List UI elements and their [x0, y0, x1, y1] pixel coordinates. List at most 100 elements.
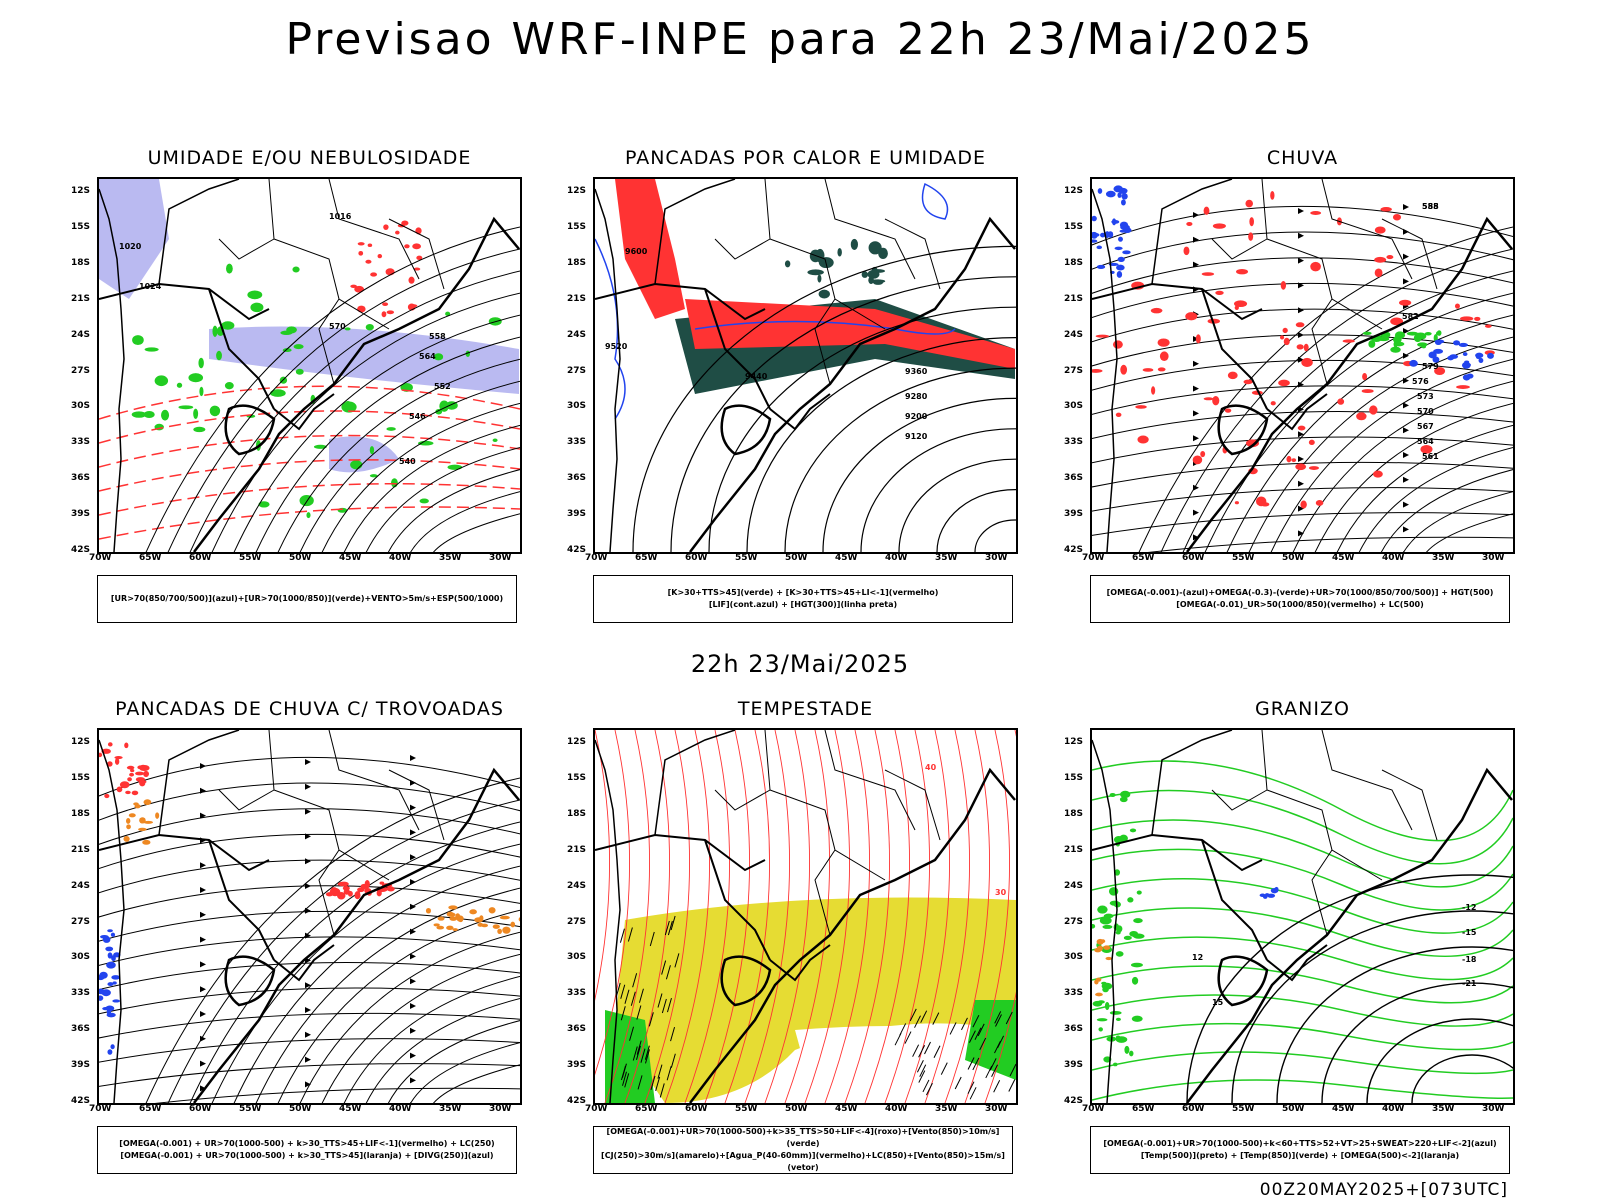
- lc250-arcs: [145, 777, 520, 1103]
- lat-tick-label: 27S: [1064, 916, 1084, 927]
- contour-label: 570: [329, 322, 346, 331]
- contour-label: 585: [1422, 202, 1439, 211]
- lon-tick-label: 65W: [1132, 553, 1155, 563]
- panel-title: UMIDADE E/OU NEBULOSIDADE: [147, 147, 472, 169]
- lon-tick-label: 50W: [289, 1104, 312, 1114]
- lat-tick-label: 39S: [1064, 1060, 1084, 1071]
- lat-tick-label: 12S: [567, 186, 587, 196]
- lon-tick-label: 35W: [439, 1104, 462, 1114]
- lat-tick-label: 27S: [567, 916, 587, 927]
- contour-labels: 40 30: [925, 763, 1007, 897]
- map-borders: [595, 179, 1016, 552]
- lat-tick-label: 18S: [1064, 808, 1084, 819]
- lat-tick-label: 24S: [71, 329, 91, 340]
- panel-title: GRANIZO: [1255, 698, 1350, 720]
- contour-labels: 9600 9520 9440 9360 9280 9200 9120: [605, 247, 928, 441]
- lat-tick-label: 15S: [1064, 221, 1084, 232]
- lat-tick-label: 30S: [71, 952, 91, 963]
- lon-tick-label: 35W: [935, 553, 958, 563]
- lon-tick-label: 35W: [439, 553, 462, 563]
- mid-forecast-time: 22h 23/Mai/2025: [690, 650, 910, 678]
- lon-tick-label: 55W: [239, 553, 262, 563]
- contour-labels: 1016 1020 1024 570 564 558 552 546 540: [119, 212, 451, 466]
- lat-tick-label: 21S: [1064, 293, 1084, 304]
- lat-tick-label: 30S: [567, 401, 587, 412]
- lat-tick-label: 12S: [567, 737, 587, 747]
- map-borders: [99, 179, 520, 552]
- lat-tick-label: 36S: [71, 473, 91, 484]
- legend-line-1: [K>30+TTS>45](verde) + [K>30+TTS>45+LI<-…: [667, 588, 939, 597]
- lon-tick-label: 70W: [585, 1104, 608, 1114]
- lon-tick-label: 55W: [1232, 1104, 1255, 1114]
- legend-box: [K>30+TTS>45](verde) + [K>30+TTS>45+LI<-…: [593, 575, 1013, 623]
- map-borders: [99, 730, 520, 1103]
- jet-gap: [795, 1026, 1016, 1103]
- contour-label: 540: [399, 457, 416, 466]
- lat-tick-label: 30S: [567, 952, 587, 963]
- contour-label: 564: [419, 352, 436, 361]
- lon-tick-label: 30W: [489, 1104, 512, 1114]
- legend-line-1: [OMEGA(-0.001)+UR>70(1000-500)+k<60+TTS>…: [1103, 1139, 1497, 1148]
- lat-tick-label: 39S: [1064, 509, 1084, 520]
- lon-tick-label: 45W: [1332, 1104, 1355, 1114]
- contour-label: 15: [1212, 998, 1224, 1007]
- lon-tick-label: 50W: [1282, 1104, 1305, 1114]
- contour-label: 1016: [329, 212, 352, 221]
- contour-label: 9200: [905, 412, 928, 421]
- legend-line-2: [CJ(250)>30m/s](amarelo)+[Agua_P(40-60mm…: [601, 1151, 1005, 1172]
- contour-label: 12: [1192, 953, 1203, 962]
- humidity-red-patches: [350, 220, 423, 318]
- lat-tick-label: 21S: [71, 844, 91, 855]
- contour-label: 567: [1417, 422, 1434, 431]
- lat-tick-label: 30S: [1064, 401, 1084, 412]
- lat-tick-label: 39S: [567, 1060, 587, 1071]
- lat-tick-label: 12S: [71, 186, 91, 196]
- contour-label: 1020: [119, 242, 142, 251]
- lon-tick-label: 60W: [1182, 553, 1205, 563]
- legend-line-2: [Temp(500)](preto) + [Temp(850)](verde) …: [1140, 1151, 1460, 1160]
- lon-tick-label: 65W: [139, 1104, 162, 1114]
- legend-line-1: [OMEGA(-0.001)+UR>70(1000-500)+k>35_TTS>…: [606, 1127, 1000, 1148]
- lat-tick-label: 36S: [71, 1024, 91, 1035]
- lon-tick-label: 60W: [685, 1104, 708, 1114]
- legend-box: [UR>70(850/700/500)](azul)+[UR>70(1000/8…: [97, 575, 517, 623]
- lon-tick-label: 45W: [1332, 553, 1355, 563]
- lon-tick-label: 30W: [1482, 553, 1505, 563]
- map-borders: [595, 730, 1016, 1103]
- lat-tick-label: 21S: [71, 293, 91, 304]
- lon-tick-label: 45W: [339, 553, 362, 563]
- lon-tick-label: 60W: [189, 1104, 212, 1114]
- wind-vectors: [615, 915, 1016, 1100]
- lat-tick-label: 30S: [1064, 952, 1084, 963]
- contour-label: -12: [1462, 903, 1476, 912]
- lon-tick-label: 65W: [139, 553, 162, 563]
- lon-tick-label: 50W: [1282, 553, 1305, 563]
- lat-tick-label: 42S: [567, 545, 587, 555]
- forecast-map: 1016 1020 1024 570 564 558 552 546 540: [99, 179, 520, 552]
- lon-tick-label: 40W: [1382, 1104, 1405, 1114]
- thunder-orange-north: [123, 799, 160, 845]
- contour-label: 576: [1412, 377, 1429, 386]
- forecast-map: -12 -15 -18 -21 12 15: [1092, 730, 1513, 1103]
- lon-tick-label: 50W: [785, 1104, 808, 1114]
- omega-green-patches: [1362, 330, 1442, 353]
- omega-blue-band: [1409, 339, 1494, 381]
- lon-tick-label: 40W: [389, 553, 412, 563]
- contour-label: 558: [429, 332, 446, 341]
- lat-tick-label: 15S: [71, 221, 91, 232]
- contour-label: 9440: [745, 372, 768, 381]
- panel-title: CHUVA: [1266, 147, 1339, 169]
- lon-tick-label: 50W: [785, 553, 808, 563]
- lat-tick-label: 36S: [1064, 473, 1084, 484]
- lat-tick-label: 33S: [567, 988, 587, 999]
- lat-tick-label: 42S: [1064, 545, 1084, 555]
- contour-label: 579: [1422, 362, 1439, 371]
- panel-title: TEMPESTADE: [737, 698, 874, 720]
- legend-box: [OMEGA(-0.001) + UR>70(1000-500) + k>30_…: [97, 1126, 517, 1174]
- jet-yellow-area: [615, 897, 1016, 1103]
- contour-label: 9120: [905, 432, 928, 441]
- lon-tick-label: 65W: [1132, 1104, 1155, 1114]
- lat-tick-label: 15S: [1064, 772, 1084, 783]
- forecast-map: 9600 9520 9440 9360 9280 9200 9120: [595, 179, 1016, 552]
- lat-tick-label: 30S: [71, 401, 91, 412]
